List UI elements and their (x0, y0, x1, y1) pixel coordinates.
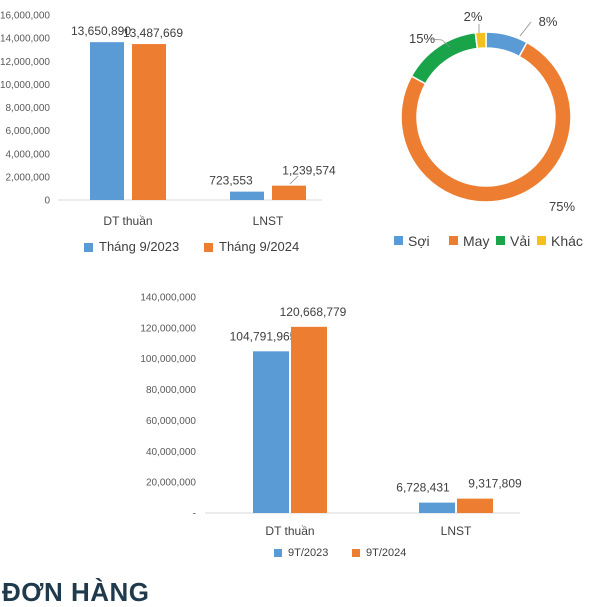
y-tick-label: 8,000,000 (6, 103, 51, 114)
data-label: 13,650,890 (71, 24, 131, 38)
data-label: 13,487,669 (123, 26, 183, 40)
y-tick-label: 2,000,000 (6, 172, 51, 183)
donut-slice-may (400, 41, 572, 203)
y-tick-label: 6,000,000 (6, 126, 51, 137)
bar-0-1 (132, 44, 166, 200)
legend-swatch (352, 549, 360, 557)
legend-label: Tháng 9/2024 (219, 239, 299, 254)
y-tick-label: 100,000,000 (140, 354, 196, 365)
percent-label: 8% (539, 14, 558, 29)
leader-line (519, 21, 532, 37)
y-tick-label: 14,000,000 (0, 34, 50, 45)
y-tick-label: 20,000,000 (146, 478, 196, 489)
legend-swatch (496, 236, 505, 245)
legend-swatch (449, 236, 458, 245)
y-tick-label: 60,000,000 (146, 416, 196, 427)
y-tick-label: 10,000,000 (0, 80, 50, 91)
bar-1-0 (230, 191, 264, 200)
y-tick-label: 120,000,000 (140, 323, 196, 334)
category-label: DT thuần (265, 524, 314, 538)
legend-label: May (463, 233, 489, 249)
bar-1-1 (457, 498, 493, 513)
donut-slice-khác (474, 31, 487, 50)
legend-swatch (84, 243, 93, 252)
legend-label: Sợi (408, 233, 430, 249)
data-label: 6,728,431 (396, 481, 450, 495)
data-label: 120,668,779 (280, 305, 347, 319)
bar-1-0 (419, 502, 455, 513)
category-label: DT thuần (103, 214, 152, 228)
y-tick-label: 140,000,000 (140, 293, 196, 304)
nine-month-bar-chart: - 20,000,000 40,000,000 60,000,000 80,000,00… (140, 293, 522, 560)
section-heading: ĐƠN HÀNG (2, 577, 150, 607)
bar-0-1 (291, 326, 327, 513)
y-tick-label: 4,000,000 (6, 149, 51, 160)
legend-label: Vải (510, 233, 530, 249)
leader-line (289, 175, 299, 185)
legend-label: Khác (551, 233, 583, 249)
segment-donut-chart: 8% 75% 15% 2% Sợi May Vải Khác (394, 9, 583, 249)
y-tick-label: 40,000,000 (146, 447, 196, 458)
percent-label: 2% (464, 9, 483, 24)
bar-1-1 (272, 185, 306, 200)
bar-0-0 (253, 351, 289, 513)
legend-swatch (204, 243, 213, 252)
legend-swatch (537, 236, 546, 245)
y-tick-label: 0 (44, 196, 50, 207)
y-tick-label: 12,000,000 (0, 57, 50, 68)
legend-label: 9T/2024 (366, 547, 406, 559)
legend-label: Tháng 9/2023 (99, 239, 179, 254)
category-label: LNST (253, 214, 284, 228)
percent-label: 75% (549, 199, 575, 214)
legend-swatch (394, 236, 403, 245)
leader-line (429, 38, 451, 48)
monthly-bar-chart: 0 2,000,000 4,000,000 6,000,000 8,000,000 10,… (0, 11, 336, 255)
y-tick-label: - (193, 509, 196, 520)
data-label: 104,791,965 (230, 329, 297, 343)
data-label: 9,317,809 (468, 477, 522, 491)
y-tick-label: 16,000,000 (0, 11, 50, 22)
category-label: LNST (441, 524, 472, 538)
legend-swatch (274, 549, 282, 557)
percent-label: 15% (409, 31, 435, 46)
y-tick-label: 80,000,000 (146, 385, 196, 396)
data-label: 723,553 (209, 174, 253, 188)
legend-label: 9T/2023 (288, 547, 328, 559)
data-label: 1,239,574 (282, 164, 336, 178)
bar-0-0 (90, 42, 124, 200)
